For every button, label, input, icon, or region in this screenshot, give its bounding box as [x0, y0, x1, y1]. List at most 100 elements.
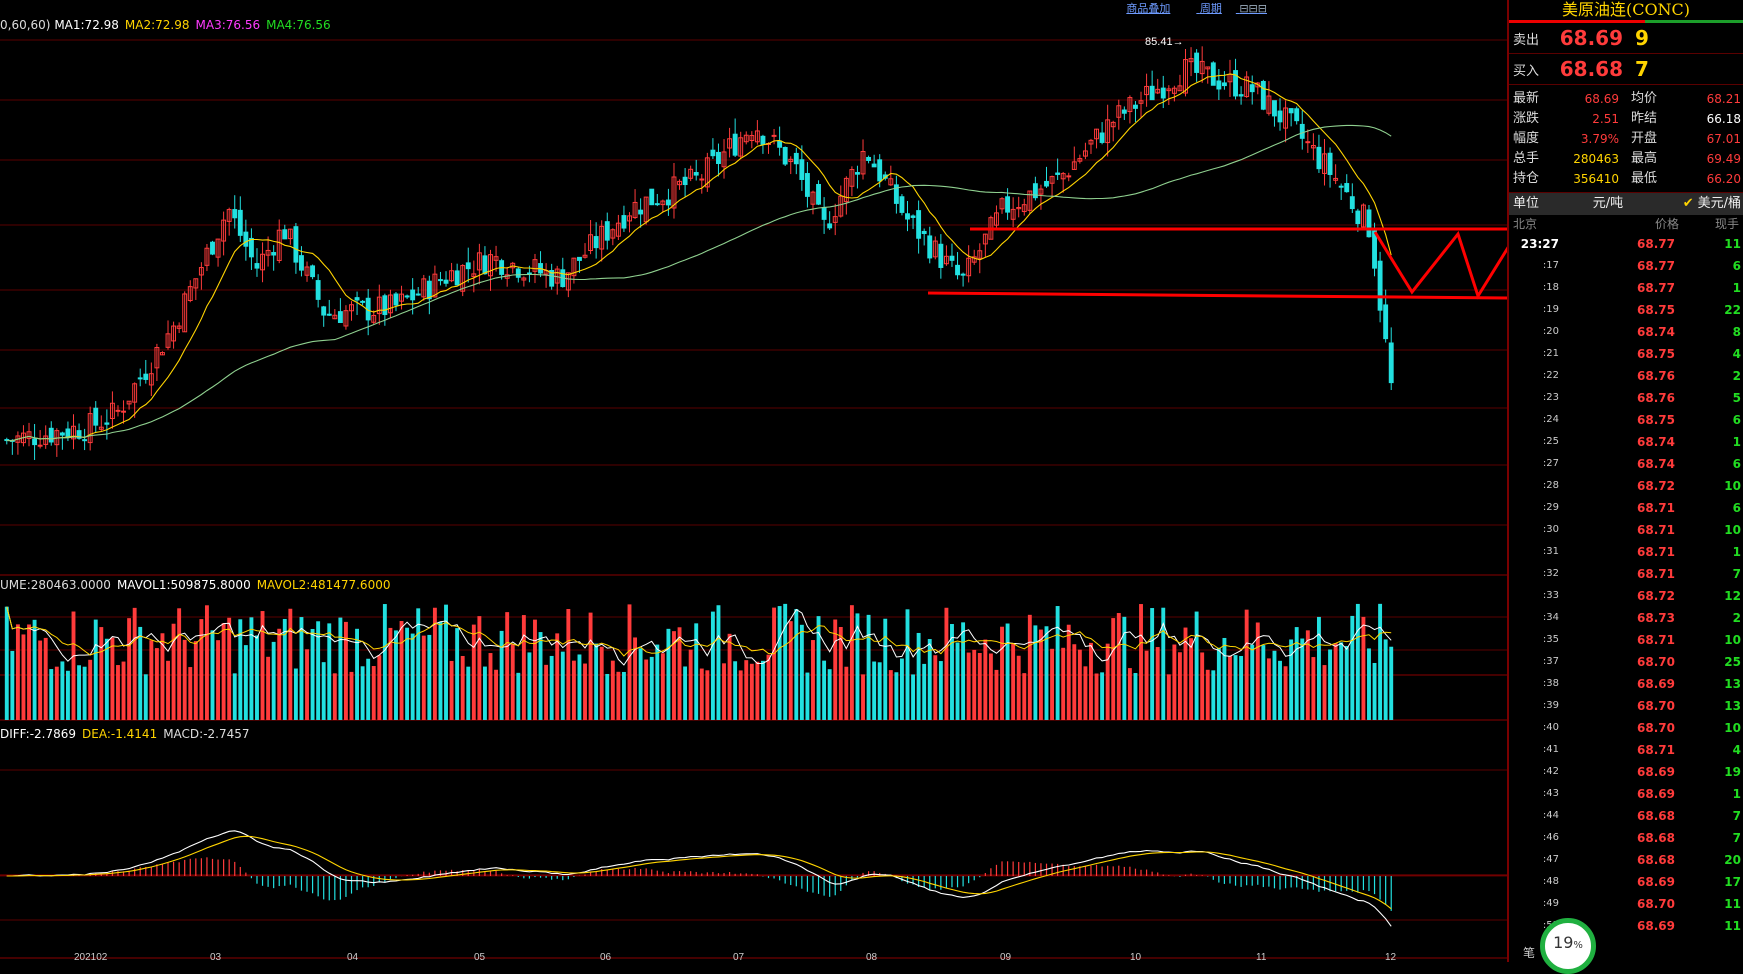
unit-usd-toggle[interactable]: ✔ 美元/桶 [1653, 193, 1743, 215]
candle [1071, 146, 1077, 170]
candle [654, 193, 660, 207]
x-tick-label: 12 [1385, 952, 1397, 962]
tick-row[interactable]: :49 68.70 11 [1509, 893, 1743, 915]
volume-bar [360, 666, 365, 720]
tick-row[interactable]: :34 68.73 2 [1509, 607, 1743, 629]
tick-row[interactable]: :22 68.76 2 [1509, 365, 1743, 387]
x-tick-label: 10 [1130, 952, 1142, 962]
volume-bar [471, 624, 476, 720]
volume-bar [1161, 607, 1166, 720]
candle [1021, 198, 1027, 216]
candle [87, 406, 93, 451]
tick-list[interactable]: 23:27 68.77 11:17 68.77 6:18 68.77 1:19 68.75 22… [1509, 233, 1743, 937]
volume-bar [621, 671, 626, 720]
chart-area[interactable]: 85.41→ 202102 03 04 05 06 07 08 09 10 11 12 0,60,6… [0, 0, 1507, 962]
tick-row[interactable]: :44 68.68 7 [1509, 805, 1743, 827]
candle [198, 262, 204, 290]
tick-price: 68.71 [1637, 567, 1675, 581]
tick-row[interactable]: :29 68.71 6 [1509, 497, 1743, 519]
unit-bar[interactable]: 单位 元/吨 ✔ 美元/桶 [1509, 192, 1743, 215]
volume-bar [716, 605, 721, 720]
tick-row[interactable]: :41 68.71 4 [1509, 739, 1743, 761]
volume-bar [811, 640, 815, 720]
candle [115, 405, 121, 417]
candle [126, 400, 132, 410]
volume-bar [672, 631, 676, 720]
tick-row[interactable]: :25 68.74 1 [1509, 431, 1743, 453]
tick-row[interactable]: :24 68.75 6 [1509, 409, 1743, 431]
candle [1194, 49, 1200, 82]
stat-row: 总手 280463 最高 69.49 [1509, 149, 1743, 169]
tick-row[interactable]: :19 68.75 22 [1509, 299, 1743, 321]
x-tick-label: 11 [1256, 952, 1267, 962]
tick-row[interactable]: :27 68.74 6 [1509, 453, 1743, 475]
tick-row[interactable]: :37 68.70 25 [1509, 651, 1743, 673]
stat-label: 幅度 [1513, 131, 1540, 146]
tick-row[interactable]: :42 68.69 19 [1509, 761, 1743, 783]
candle [632, 189, 638, 220]
unit-yuan[interactable]: 元/吨 [1592, 196, 1624, 211]
volume-bar [1061, 647, 1066, 720]
tick-row[interactable]: :18 68.77 1 [1509, 277, 1743, 299]
zoom-icon[interactable]: ⊟⊟⊟ [1239, 2, 1267, 15]
stat-value: 66.18 [1706, 112, 1741, 126]
candle [454, 263, 460, 286]
contract-title: 美原油连(CONC) [1509, 0, 1743, 23]
tick-row[interactable]: :30 68.71 10 [1509, 519, 1743, 541]
candle [1344, 174, 1350, 193]
candle [1260, 79, 1266, 111]
candle [343, 305, 349, 330]
tick-row[interactable]: :43 68.69 1 [1509, 783, 1743, 805]
x-tick-label: 202102 [74, 952, 108, 962]
candle [994, 205, 999, 230]
tick-row[interactable]: :31 68.71 1 [1509, 541, 1743, 563]
volume-bar [521, 615, 526, 720]
period-link[interactable]: 周期 [1199, 2, 1222, 15]
volume-bar [905, 609, 910, 720]
tick-qty: 20 [1724, 853, 1741, 867]
tick-row[interactable]: :28 68.72 10 [1509, 475, 1743, 497]
volume-bar [649, 656, 654, 720]
volume-bar [138, 626, 143, 720]
tick-row[interactable]: :35 68.71 10 [1509, 629, 1743, 651]
tick-qty: 7 [1732, 831, 1741, 845]
tick-row[interactable]: :47 68.68 20 [1509, 849, 1743, 871]
candle [1338, 183, 1344, 200]
candle [832, 203, 838, 236]
candle [688, 165, 694, 182]
tick-price: 68.71 [1637, 501, 1675, 515]
volume-bar [610, 660, 615, 720]
volume-bar [1083, 666, 1088, 720]
candle [187, 280, 193, 303]
buy-row[interactable]: 买入 68.68 7 [1509, 54, 1743, 85]
stat-value: 280463 [1573, 152, 1619, 166]
tick-row[interactable]: :33 68.72 12 [1509, 585, 1743, 607]
tick-header: 北京 价格 现手 [1509, 215, 1743, 233]
candle [827, 211, 833, 230]
tick-row[interactable]: :23 68.76 5 [1509, 387, 1743, 409]
tick-row[interactable]: :40 68.70 10 [1509, 717, 1743, 739]
stats-table: 最新 68.69 均价 68.21 涨跌 2.51 昨结 66.18 幅度 3.79% 开盘 67.0… [1509, 85, 1743, 192]
candle [910, 214, 916, 230]
volume-bar [77, 665, 82, 720]
volume-bar [1272, 650, 1277, 720]
tick-row[interactable]: :17 68.77 6 [1509, 255, 1743, 277]
candle [1205, 66, 1211, 84]
candle [1094, 128, 1099, 149]
volume-bar [1172, 644, 1177, 720]
tick-row[interactable]: :46 68.68 7 [1509, 827, 1743, 849]
candle [426, 275, 432, 315]
overlay-link[interactable]: 商品叠加 [1126, 2, 1171, 15]
tick-row[interactable]: :32 68.71 7 [1509, 563, 1743, 585]
tick-row[interactable]: :38 68.69 13 [1509, 673, 1743, 695]
tick-row[interactable]: :48 68.69 17 [1509, 871, 1743, 893]
tick-row[interactable]: 23:27 68.77 11 [1509, 233, 1743, 255]
candle [971, 249, 977, 265]
tick-qty: 10 [1724, 523, 1741, 537]
volume-bar [49, 669, 54, 720]
tick-row[interactable]: :39 68.70 13 [1509, 695, 1743, 717]
kline-chart[interactable]: 85.41→ 202102 03 04 05 06 07 08 09 10 11 12 [0, 0, 1507, 962]
sell-row[interactable]: 卖出 68.69 9 [1509, 23, 1743, 54]
tick-row[interactable]: :21 68.75 4 [1509, 343, 1743, 365]
tick-row[interactable]: :20 68.74 8 [1509, 321, 1743, 343]
